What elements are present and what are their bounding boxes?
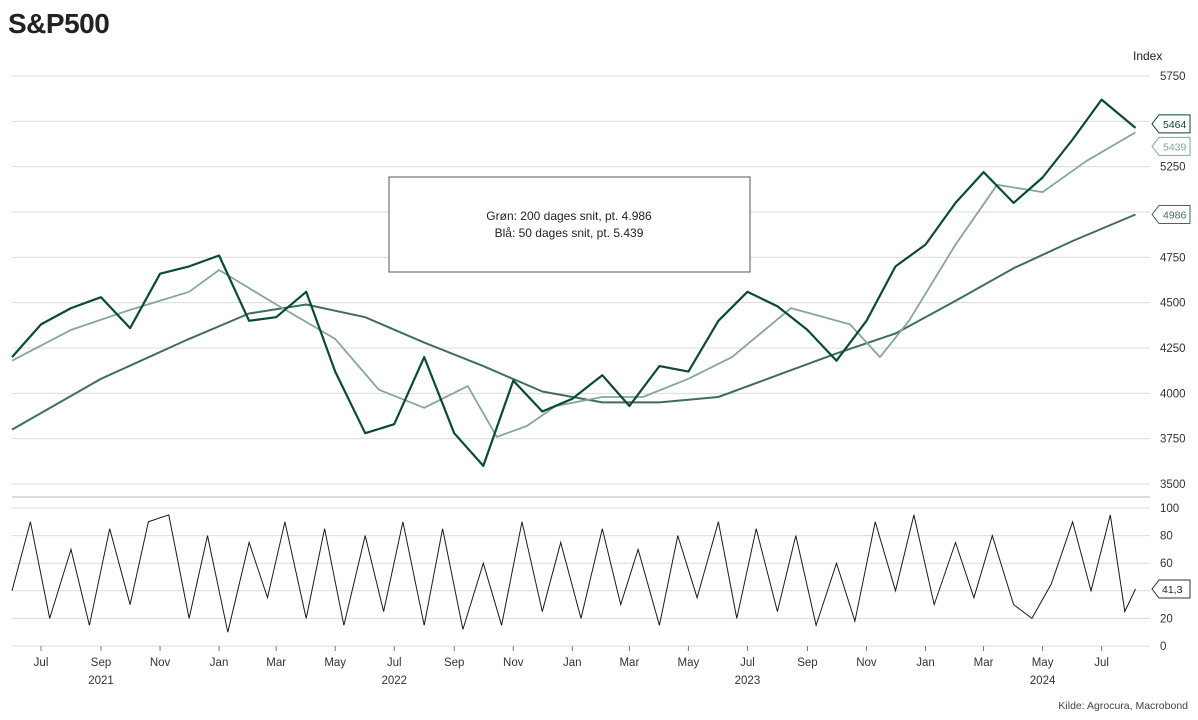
y-axis-unit-label: Index — [1133, 49, 1162, 63]
oscillator-series — [11, 514, 1136, 633]
y-tick-label: 4750 — [1160, 252, 1186, 264]
end-value-label: 4986 — [1163, 210, 1187, 222]
end-value-tag: 4986 — [1151, 205, 1191, 225]
main-grid — [12, 75, 1150, 485]
y-tick-label: 4000 — [1160, 388, 1186, 400]
y-tick-label: 80 — [1160, 531, 1173, 543]
oscillator-end-label: 41,3 — [1162, 584, 1183, 596]
y-tick-label: 5250 — [1160, 162, 1186, 174]
end-value-label: 5439 — [1163, 141, 1187, 153]
x-tick-label: Sep — [797, 657, 817, 669]
y-tick-label: 100 — [1160, 503, 1179, 515]
annotation-box: Grøn: 200 dages snit, pt. 4.986 Blå: 50 … — [388, 176, 751, 273]
source-note: Kilde: Agrocura, Macrobond — [1058, 700, 1188, 712]
x-year-label: 2022 — [381, 675, 407, 687]
end-value-tags: 5464 5439 4986 41,3 — [1151, 114, 1191, 599]
x-tick-label: Jan — [563, 657, 582, 669]
x-tick-label: Jul — [387, 657, 402, 669]
end-value-label: 5464 — [1163, 119, 1187, 131]
x-tick-label: Nov — [856, 657, 877, 669]
x-tick-label: Jul — [1094, 657, 1109, 669]
x-tick-label: Mar — [619, 657, 639, 669]
oscillator-end-tag: 41,3 — [1151, 579, 1191, 599]
annotation-line-1: Grøn: 200 dages snit, pt. 4.986 — [486, 209, 652, 223]
annotation-line-2: Blå: 50 dages snit, pt. 5.439 — [495, 226, 644, 240]
y-tick-label: 5750 — [1160, 71, 1186, 83]
x-tick-label: Nov — [150, 657, 171, 669]
x-year-label: 2023 — [735, 675, 761, 687]
y-tick-label: 3750 — [1160, 434, 1186, 446]
x-tick-label: Jan — [916, 657, 935, 669]
y-tick-label: 0 — [1160, 641, 1166, 653]
main-series — [11, 98, 1137, 467]
oscillator-grid — [12, 507, 1150, 647]
oscillator-line — [11, 514, 1136, 633]
end-value-tag: 5464 — [1151, 114, 1191, 134]
end-value-tag: 5439 — [1151, 136, 1191, 156]
y-tick-label: 3500 — [1160, 479, 1186, 491]
x-tick-label: Sep — [91, 657, 111, 669]
x-year-label: 2024 — [1030, 675, 1056, 687]
y-tick-label: 60 — [1160, 558, 1173, 570]
main-y-ticks: 3500375040004250450047505000525055005750 — [1160, 71, 1186, 491]
x-tick-label: Sep — [444, 657, 464, 669]
y-tick-label: 20 — [1160, 613, 1173, 625]
y-tick-label: 4500 — [1160, 298, 1186, 310]
x-tick-label: May — [1032, 657, 1054, 669]
x-tick-label: Jan — [210, 657, 229, 669]
y-tick-label: 4250 — [1160, 343, 1186, 355]
x-year-label: 2021 — [88, 675, 114, 687]
price-line — [11, 98, 1137, 467]
x-tick-label: May — [324, 657, 346, 669]
x-tick-label: May — [678, 657, 700, 669]
ma200-line — [11, 213, 1136, 431]
x-tick-label: Jul — [740, 657, 755, 669]
chart-title: S&P500 — [8, 8, 110, 39]
oscillator-y-ticks: 020406080100 — [1160, 503, 1179, 653]
x-axis-ticks: Jul Sep Nov Jan Mar May Jul Sep Nov Jan Mar May Jul S… — [34, 646, 1109, 687]
x-tick-label: Nov — [503, 657, 524, 669]
x-tick-label: Mar — [974, 657, 994, 669]
x-tick-label: Jul — [34, 657, 49, 669]
x-tick-label: Mar — [266, 657, 286, 669]
